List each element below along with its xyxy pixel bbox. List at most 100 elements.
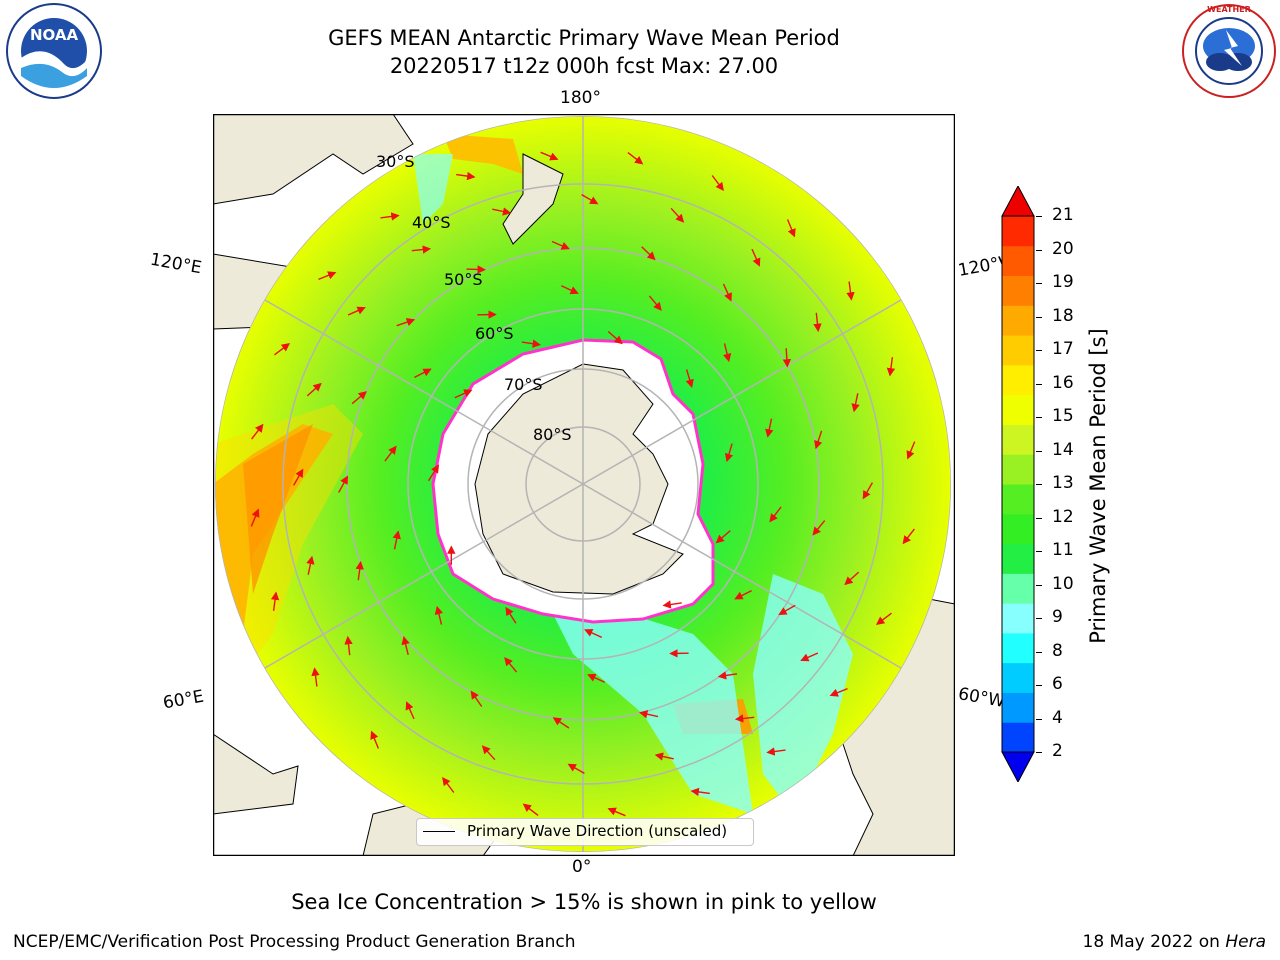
wave-direction-arrow	[654, 752, 674, 761]
colorbar-tick-label: 9	[1052, 607, 1063, 627]
wave-direction-arrow	[812, 520, 826, 536]
wave-direction-arrow	[724, 443, 734, 463]
map-subtitle: 20220517 t12z 000h fcst Max: 27.00	[389, 54, 779, 78]
wave-direction-arrow	[567, 763, 585, 775]
wave-direction-arrow	[846, 281, 855, 301]
map-legend: Primary Wave Direction (unscaled)	[416, 818, 754, 846]
wave-direction-arrow	[662, 600, 682, 609]
colorbar-tick-mark	[1036, 718, 1042, 720]
lat-label-70s: 70°S	[504, 375, 543, 394]
wave-direction-arrow	[505, 606, 517, 624]
legend-label: Primary Wave Direction (unscaled)	[467, 822, 728, 840]
wave-direction-arrow	[851, 393, 860, 413]
colorbar-tick-label: 12	[1052, 506, 1074, 527]
wave-direction-arrow	[481, 745, 496, 761]
wave-direction-arrow	[639, 710, 659, 719]
wave-direction-arrow	[786, 219, 796, 238]
colorbar-tick-label: 6	[1052, 674, 1063, 694]
svg-text:NOAA: NOAA	[30, 26, 79, 44]
wave-direction-arrow	[274, 343, 291, 356]
colorbar-segment	[1002, 573, 1034, 604]
date-stamp: 18 May 2022 on Hera	[1083, 932, 1267, 952]
svg-text:WEATHER: WEATHER	[1207, 5, 1251, 14]
wave-direction-arrow	[351, 391, 367, 405]
wave-direction-arrow	[355, 560, 364, 581]
wave-direction-arrow	[396, 318, 416, 327]
wave-direction-arrow	[715, 530, 731, 544]
noaa-logo: NOAA	[6, 3, 102, 99]
wave-direction-arrow	[734, 714, 755, 723]
colorbar-tick-label: 14	[1052, 439, 1074, 460]
colorbar-tick-mark	[1036, 450, 1042, 452]
colorbar-tick-mark	[1036, 551, 1042, 552]
colorbar-segment	[1002, 305, 1034, 336]
colorbar-tick-mark	[1036, 350, 1042, 351]
colorbar-segment	[1002, 454, 1034, 485]
colorbar-under-triangle	[1001, 751, 1035, 782]
sea-ice-caption: Sea Ice Concentration > 15% is shown in …	[291, 890, 877, 914]
colorbar-tick-mark	[1036, 484, 1042, 485]
colorbar	[1001, 186, 1035, 782]
polar-map	[213, 114, 955, 856]
wave-direction-arrow	[306, 555, 315, 575]
wave-direction-arrow	[434, 605, 443, 625]
wave-direction-arrow	[670, 207, 685, 223]
colorbar-segment	[1002, 513, 1034, 545]
colorbar-tick-label: 13	[1052, 473, 1074, 493]
colorbar-tick-label: 11	[1052, 540, 1074, 560]
wave-direction-arrow	[456, 171, 476, 181]
lat-label-50s: 50°S	[444, 270, 483, 289]
wave-direction-arrow	[734, 589, 752, 600]
colorbar-tick-label: 10	[1052, 573, 1074, 594]
colorbar-segment	[1002, 632, 1034, 664]
wave-direction-arrow	[607, 330, 623, 345]
wave-direction-arrow	[370, 730, 380, 749]
wave-direction-arrow	[551, 240, 570, 250]
wave-direction-arrow	[717, 671, 738, 680]
colorbar-tick-label: 21	[1052, 205, 1074, 225]
wave-direction-arrow	[875, 612, 892, 625]
colorbar-segment	[1002, 216, 1034, 247]
wave-direction-arrow	[584, 628, 603, 639]
wave-direction-arrow	[581, 193, 599, 205]
lat-label-40s: 40°S	[412, 213, 451, 232]
wave-direction-arrow	[270, 591, 280, 611]
colorbar-tick-mark	[1036, 584, 1042, 586]
colorbar-segment	[1002, 335, 1034, 366]
lat-label-80s: 80°S	[533, 425, 572, 444]
wave-direction-arrow	[587, 673, 605, 683]
wave-direction-arrow	[561, 285, 579, 295]
wave-direction-arrow	[906, 441, 916, 460]
wave-direction-arrow	[782, 348, 792, 368]
wave-direction-arrow	[690, 787, 710, 797]
wave-direction-arrow	[902, 528, 915, 545]
wave-direction-arrow	[454, 389, 473, 399]
wave-direction-arrow	[844, 571, 860, 586]
wave-direction-arrow	[292, 468, 304, 486]
nws-logo: WEATHER	[1182, 4, 1276, 98]
wave-direction-arrow	[504, 657, 518, 673]
lat-label-30s: 30°S	[376, 152, 415, 171]
colorbar-tick-label: 8	[1052, 640, 1063, 661]
wave-direction-arrow	[401, 636, 410, 655]
date-text: 18 May 2022 on	[1082, 932, 1226, 952]
wave-direction-arrow	[813, 312, 822, 333]
wave-direction-arrow	[641, 246, 656, 261]
wave-direction-arrow	[384, 445, 397, 462]
colorbar-segment	[1002, 364, 1034, 396]
colorbar-tick-label: 2	[1052, 741, 1063, 761]
wave-direction-arrow	[627, 152, 644, 165]
wave-direction-arrow	[318, 271, 337, 281]
wave-direction-arrow	[722, 283, 732, 302]
colorbar-tick-mark	[1036, 383, 1042, 385]
map-title: GEFS MEAN Antarctic Primary Wave Mean Pe…	[328, 26, 840, 50]
lon-label-60e: 60°E	[161, 686, 206, 714]
lon-label-180: 180°	[560, 88, 601, 108]
wave-direction-arrow	[711, 175, 724, 192]
wave-direction-arrow	[251, 423, 264, 440]
wave-direction-arrow	[311, 667, 320, 687]
colorbar-tick-mark	[1036, 651, 1042, 653]
colorbar-segment	[1002, 275, 1034, 306]
colorbar-tick-label: 19	[1052, 272, 1074, 292]
wave-direction-arrow	[648, 295, 662, 311]
